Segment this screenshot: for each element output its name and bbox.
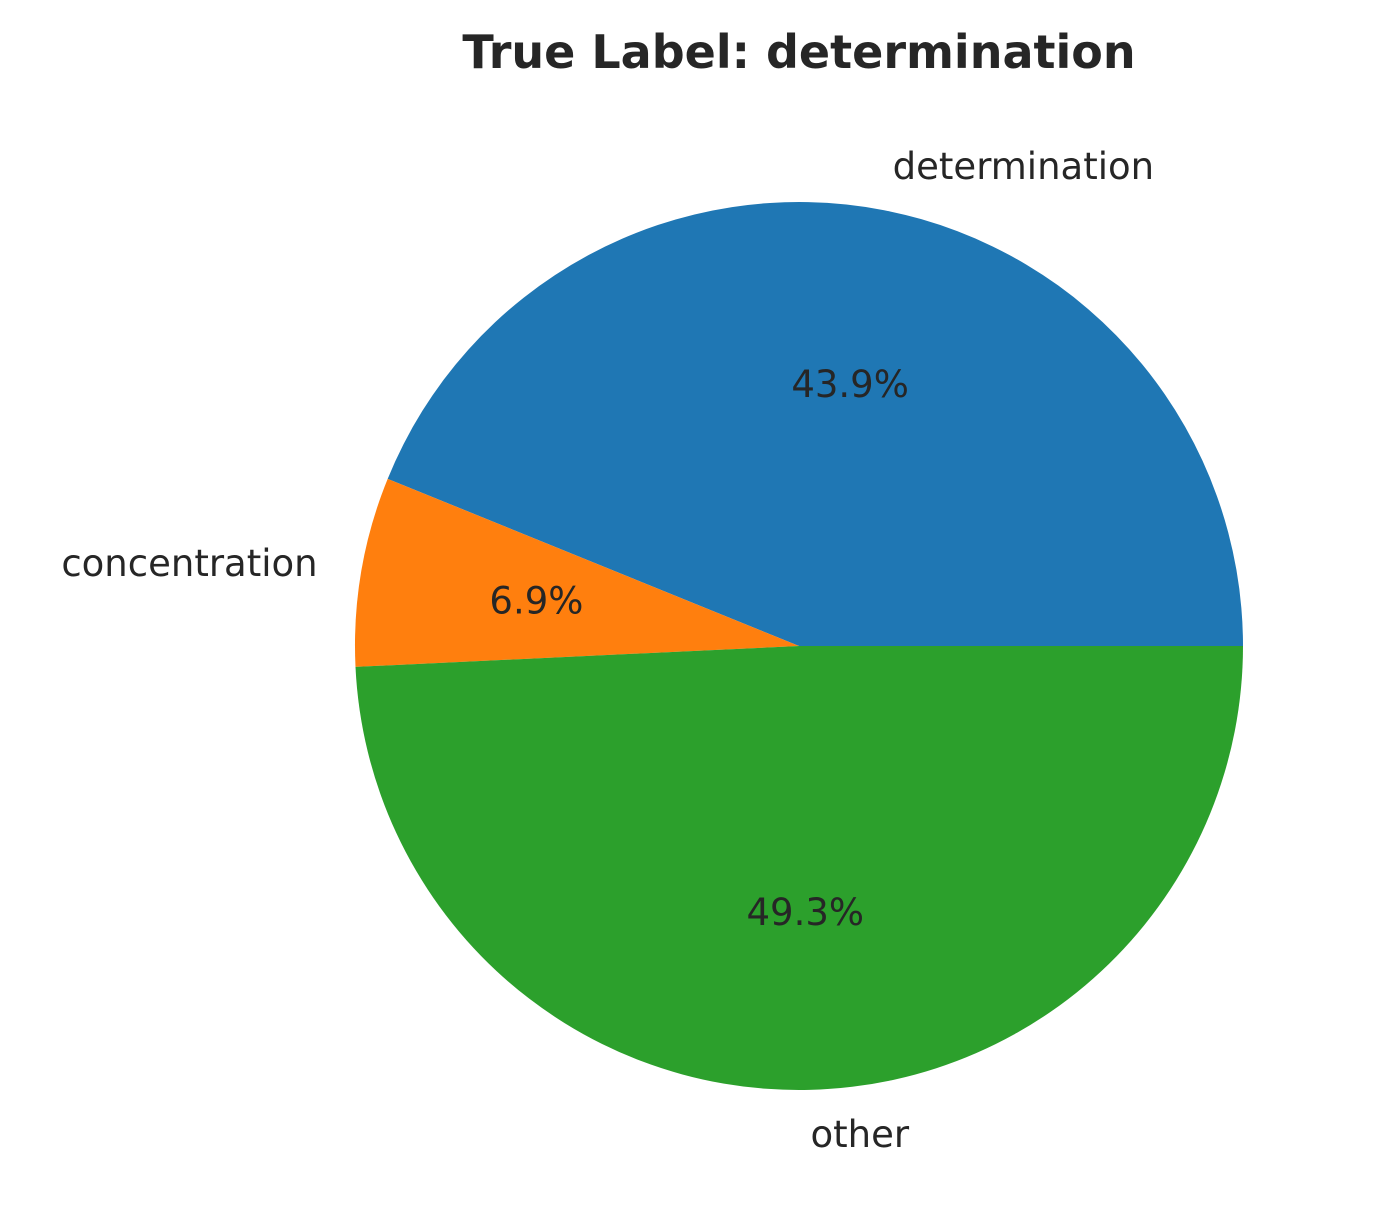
slice-percent-concentration: 6.9% (489, 580, 583, 623)
slice-percent-other: 49.3% (746, 891, 864, 934)
slice-label-concentration: concentration (61, 542, 317, 585)
slice-label-determination: determination (893, 145, 1154, 188)
pie-slices (354, 202, 1243, 1090)
slice-percent-determination: 43.9% (791, 363, 909, 406)
chart-title: True Label: determination (462, 25, 1135, 79)
pie-labels: determination 43.9% concentration 6.9% other… (61, 145, 1154, 1156)
pie-slice-other (355, 646, 1243, 1090)
pie-slice-determination (387, 202, 1243, 646)
slice-label-other: other (810, 1113, 909, 1156)
pie-slice-concentration (354, 478, 799, 667)
